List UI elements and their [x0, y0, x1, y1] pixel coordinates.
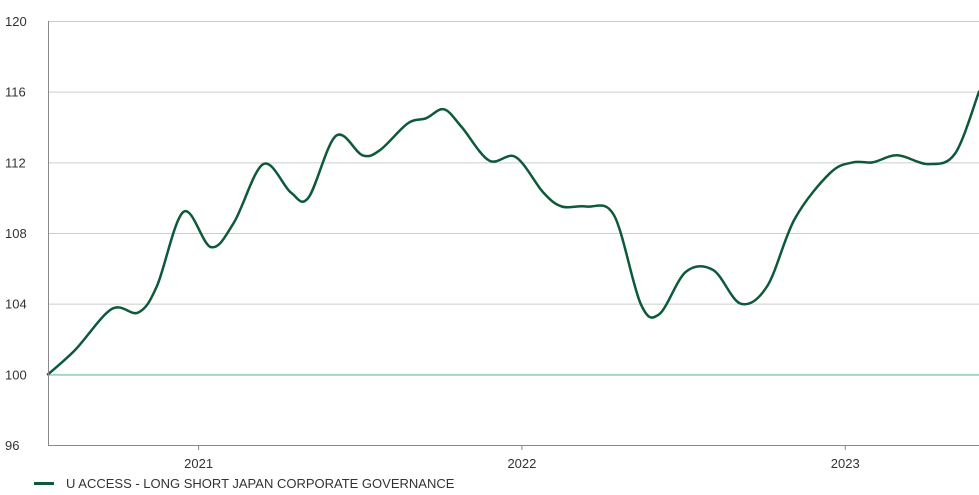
- x-tick-label: 2021: [184, 456, 213, 470]
- x-tick-labels: 2021 2022 2023: [184, 445, 860, 470]
- line-chart: 96 100 104 108 112 116 120 2021 2022 2023: [5, 14, 979, 470]
- y-tick-label: 120: [5, 14, 27, 29]
- series-layer: [46, 90, 979, 376]
- y-tick-label: 108: [5, 226, 27, 241]
- series-line-0: [46, 90, 979, 376]
- y-tick-label: 96: [5, 438, 19, 453]
- legend: U ACCESS - LONG SHORT JAPAN CORPORATE GO…: [34, 475, 454, 491]
- y-tick-label: 116: [5, 85, 26, 100]
- y-tick-label: 104: [5, 297, 27, 312]
- x-tick-label: 2023: [831, 456, 860, 470]
- x-tick-label: 2022: [507, 456, 536, 470]
- y-tick-label: 112: [5, 155, 26, 170]
- y-tick-labels: 96 100 104 108 112 116 120: [5, 14, 27, 453]
- grid-lines: [48, 21, 979, 376]
- y-tick-label: 100: [5, 367, 27, 382]
- axes: [48, 21, 979, 446]
- legend-label: U ACCESS - LONG SHORT JAPAN CORPORATE GO…: [66, 475, 455, 491]
- legend-swatch: [34, 481, 54, 485]
